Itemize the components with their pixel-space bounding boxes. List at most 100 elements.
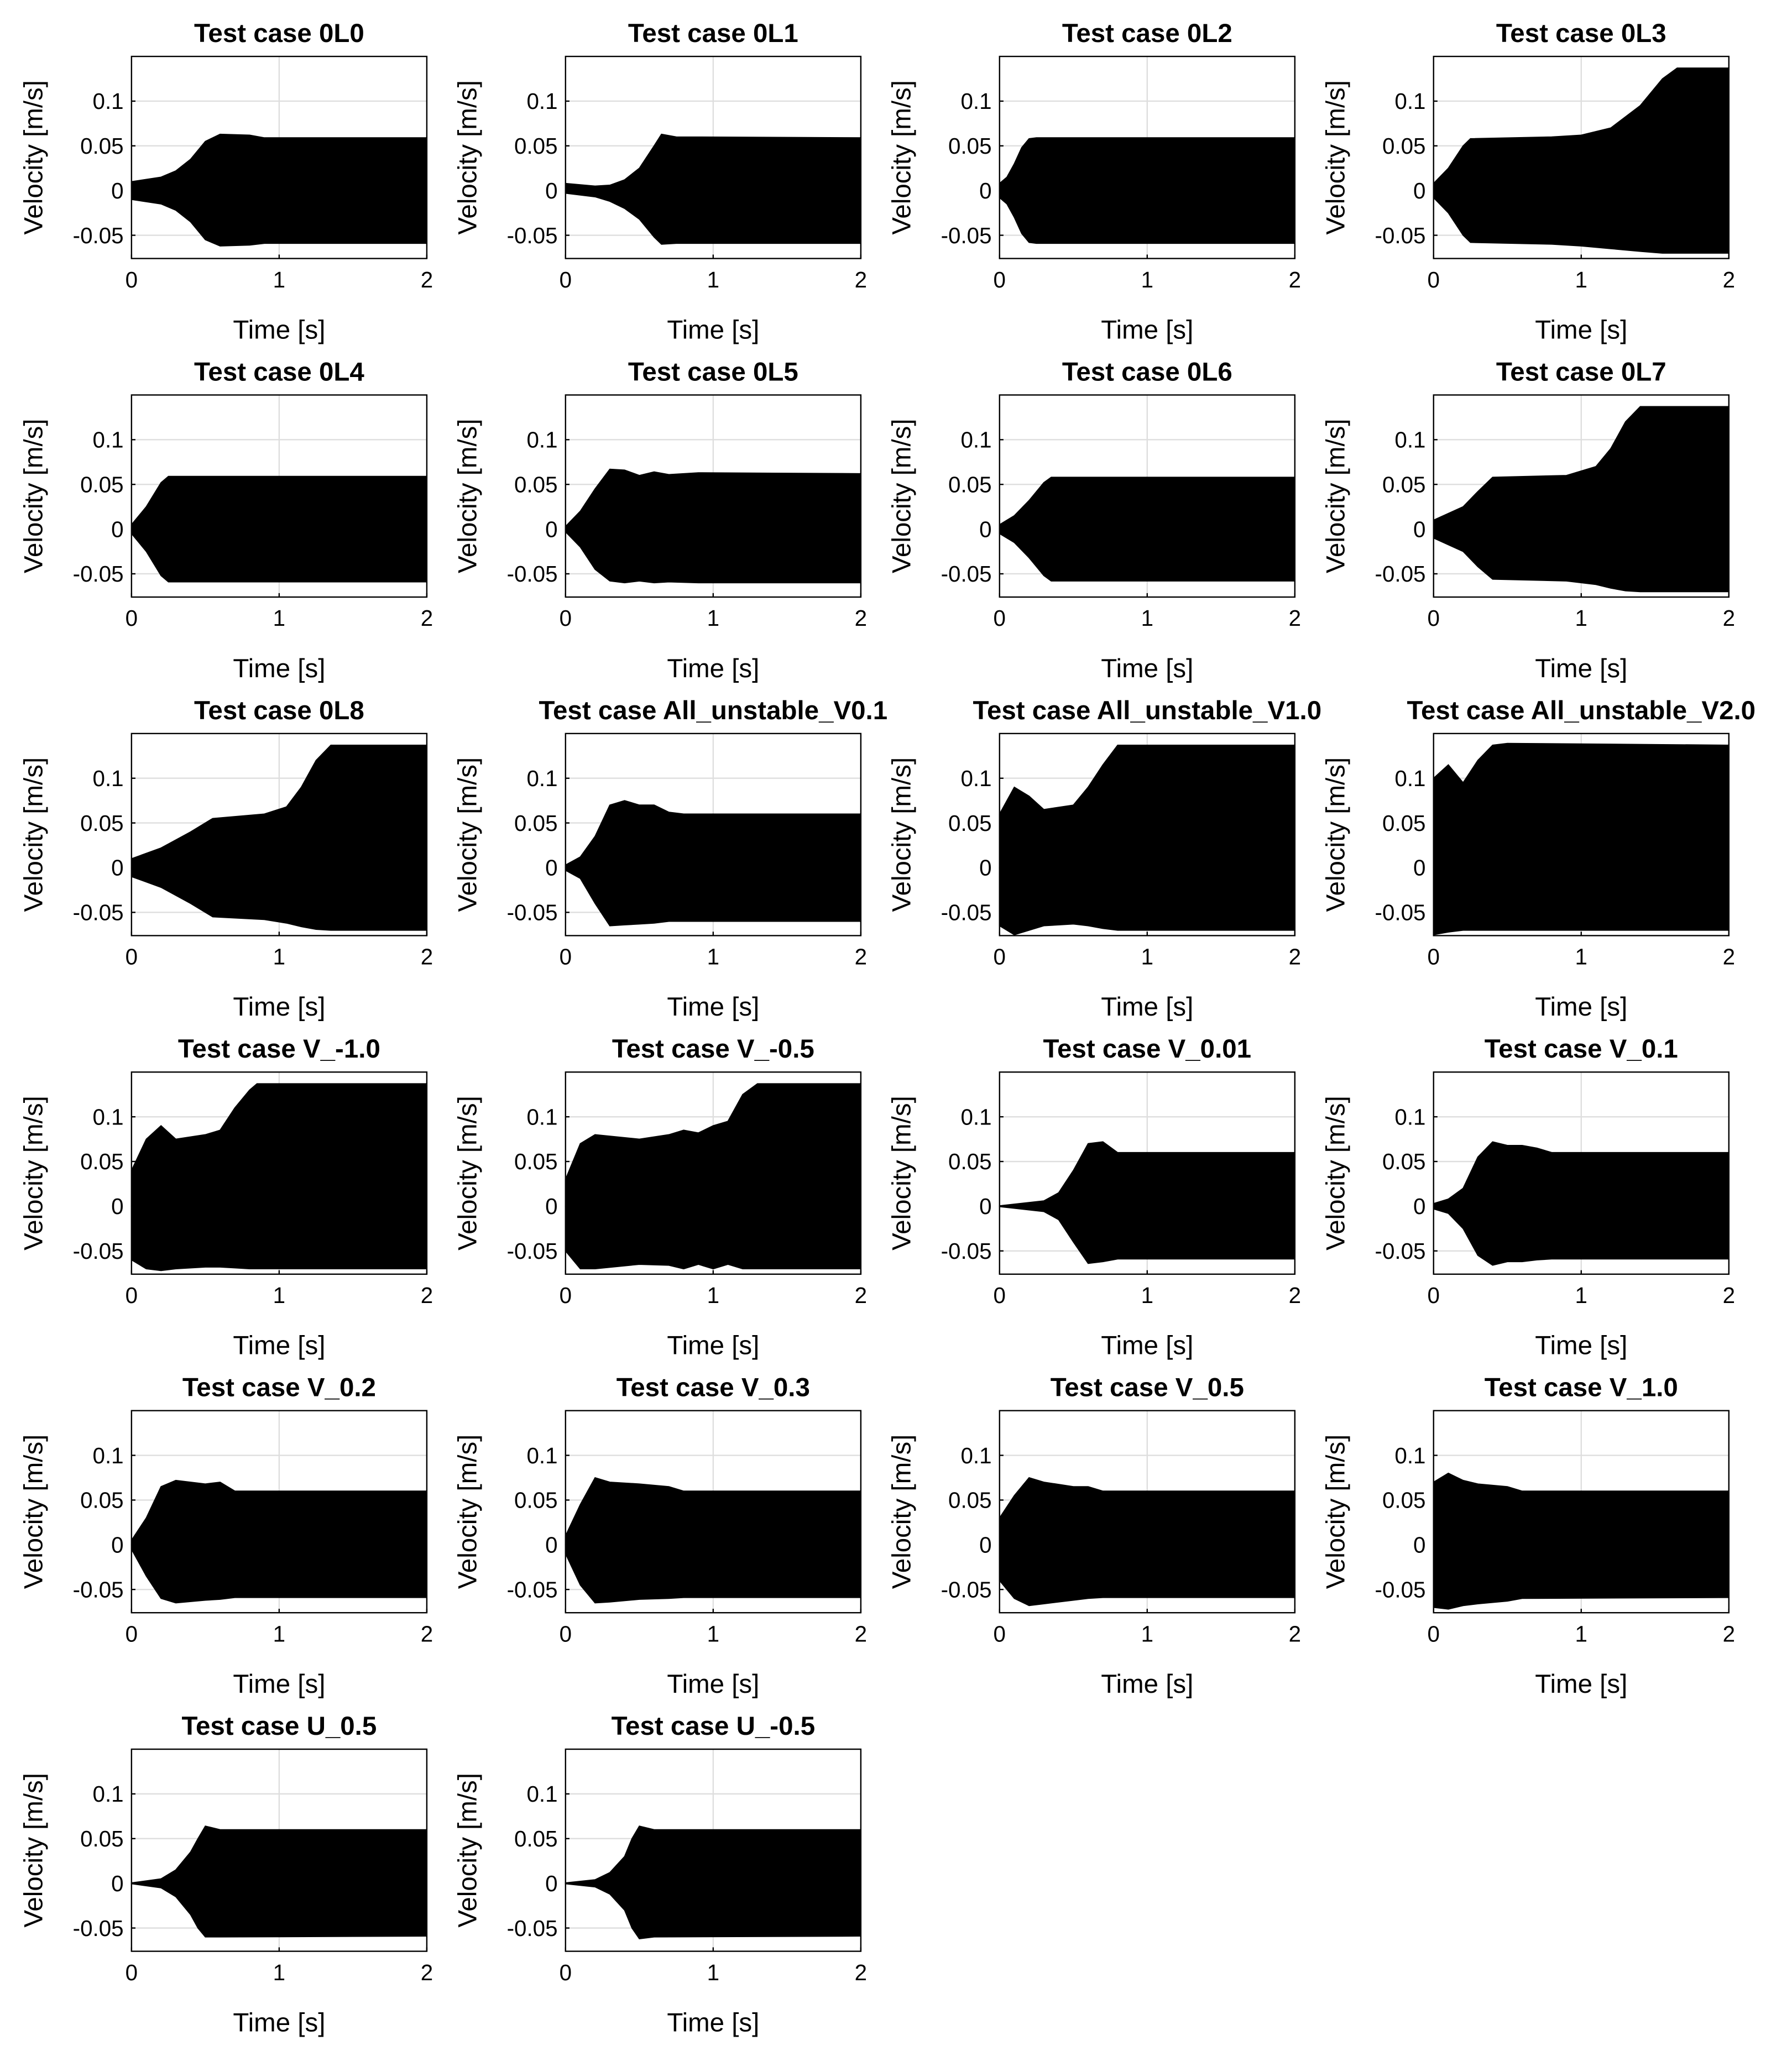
x-tick-label: 1: [1141, 267, 1153, 292]
y-tick-label: 0.1: [1394, 1443, 1425, 1468]
chart-title: Test case V_0.3: [617, 1373, 810, 1403]
x-tick-label: 0: [560, 605, 572, 631]
y-tick-label: -0.05: [941, 900, 992, 925]
y-tick-label: -0.05: [507, 561, 558, 587]
y-tick-label: -0.05: [73, 561, 124, 587]
y-axis-label: Velocity [m/s]: [887, 757, 916, 912]
x-axis-label: Time [s]: [233, 2008, 325, 2037]
axes-frame: [999, 1071, 1296, 1275]
chart-title: Test case V_1.0: [1485, 1373, 1678, 1403]
x-tick-label: 0: [126, 1621, 138, 1646]
velocity-envelope: [999, 190, 1295, 244]
x-tick-label: 2: [855, 1960, 867, 1985]
velocity-envelope: [1433, 742, 1730, 868]
y-axis-label: Velocity [m/s]: [19, 418, 48, 573]
x-axis-label: Time [s]: [667, 992, 759, 1022]
y-tick-label: 0: [1413, 1194, 1425, 1219]
y-tick-label: 0: [979, 516, 991, 542]
x-tick-label: 2: [855, 1621, 867, 1646]
y-tick-label: 0.05: [514, 1149, 558, 1174]
y-tick-label: -0.05: [941, 561, 992, 587]
x-axis-label: Time [s]: [233, 1331, 325, 1361]
velocity-envelope: [999, 477, 1295, 530]
x-tick-label: 1: [707, 267, 719, 292]
x-tick-label: 0: [1428, 605, 1440, 631]
x-tick-label: 2: [1289, 605, 1301, 631]
y-tick-label: 0.1: [526, 1104, 557, 1129]
y-axis-label: Velocity [m/s]: [453, 1773, 482, 1928]
chart-title: Test case 0L6: [1062, 357, 1232, 386]
velocity-envelope: [1433, 190, 1730, 254]
velocity-envelope: [999, 1544, 1295, 1607]
chart-title: Test case 0L7: [1496, 357, 1666, 386]
x-axis-label: Time [s]: [1535, 992, 1627, 1022]
chart-title: Test case 0L8: [194, 696, 364, 725]
chart-title: Test case 0L4: [194, 357, 364, 386]
x-tick-label: 2: [1723, 605, 1735, 631]
y-tick-label: 0: [545, 178, 557, 203]
y-tick-label: 0.05: [514, 1826, 558, 1851]
y-tick-label: 0: [545, 1194, 557, 1219]
x-tick-label: 1: [273, 1960, 285, 1985]
axes-frame: [1433, 1071, 1730, 1275]
y-tick-label: -0.05: [73, 223, 124, 248]
x-tick-label: 1: [1575, 1621, 1587, 1646]
velocity-envelope: [999, 867, 1295, 935]
y-tick-label: 0.1: [1394, 1104, 1425, 1129]
x-tick-label: 1: [273, 267, 285, 292]
velocity-envelope: [1433, 867, 1730, 935]
axes-frame: [1433, 394, 1730, 598]
x-axis-label: Time [s]: [1101, 992, 1193, 1022]
velocity-envelope: [565, 529, 861, 584]
y-tick-label: 0.05: [514, 133, 558, 159]
y-tick-label: 0.05: [948, 1149, 992, 1174]
y-tick-label: 0.05: [80, 472, 124, 497]
y-tick-label: 0.1: [1394, 88, 1425, 114]
x-tick-label: 1: [1575, 605, 1587, 631]
axes-frame: [999, 394, 1296, 598]
chart-title: Test case 0L2: [1062, 19, 1232, 48]
chart-title: Test case All_unstable_V2.0: [1407, 696, 1756, 725]
x-tick-label: 1: [707, 1283, 719, 1308]
x-tick-label: 1: [707, 605, 719, 631]
y-axis-label: Velocity [m/s]: [19, 1773, 48, 1928]
y-tick-label: 0.1: [960, 427, 991, 453]
y-axis-label: Velocity [m/s]: [1321, 757, 1350, 912]
y-tick-label: -0.05: [507, 900, 558, 925]
chart-title: Test case V_-1.0: [178, 1034, 380, 1064]
x-tick-label: 0: [126, 267, 138, 292]
y-tick-label: -0.05: [941, 1577, 992, 1602]
x-tick-label: 2: [421, 1283, 433, 1308]
velocity-envelope: [130, 1544, 427, 1604]
y-tick-label: -0.05: [73, 1577, 124, 1602]
y-tick-label: 0.05: [948, 133, 992, 159]
y-tick-label: 0: [1413, 516, 1425, 542]
x-tick-label: 1: [707, 1960, 719, 1985]
x-tick-label: 1: [273, 605, 285, 631]
axes-frame: [565, 1071, 862, 1275]
x-tick-label: 0: [1428, 944, 1440, 970]
x-tick-label: 2: [421, 1621, 433, 1646]
y-axis-label: Velocity [m/s]: [453, 1096, 482, 1251]
y-tick-label: 0.05: [514, 810, 558, 836]
chart-title: Test case 0L0: [194, 19, 364, 48]
x-axis-label: Time [s]: [667, 654, 759, 683]
y-axis-label: Velocity [m/s]: [19, 757, 48, 912]
y-tick-label: -0.05: [1375, 223, 1426, 248]
y-tick-label: -0.05: [507, 1238, 558, 1264]
y-tick-label: 0.1: [526, 1781, 557, 1807]
x-tick-label: 0: [126, 1960, 138, 1985]
y-tick-label: 0.1: [93, 427, 124, 453]
axes-frame: [1433, 1410, 1730, 1614]
axes-frame: [565, 732, 862, 936]
x-tick-label: 1: [707, 944, 719, 970]
y-tick-label: 0.1: [1394, 766, 1425, 791]
x-axis-label: Time [s]: [667, 1670, 759, 1699]
velocity-envelope: [130, 529, 427, 583]
y-tick-label: 0.05: [948, 1488, 992, 1513]
y-tick-label: 0.1: [526, 1443, 557, 1468]
x-tick-label: 1: [707, 1621, 719, 1646]
x-tick-label: 1: [1141, 1621, 1153, 1646]
x-tick-label: 1: [273, 1283, 285, 1308]
